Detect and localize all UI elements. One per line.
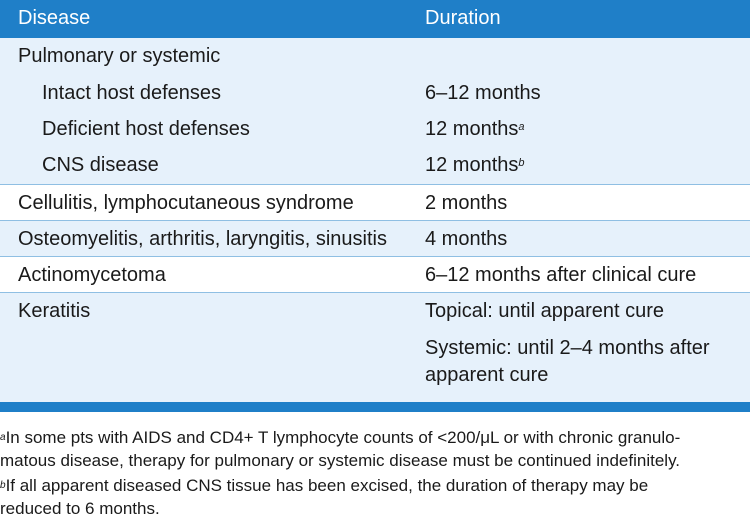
- row-osteomyelitis: Osteomyelitis, arthritis, laryngitis, si…: [0, 221, 750, 256]
- disease-deficient-host: Deficient host defenses: [42, 118, 250, 140]
- row-separator: [0, 184, 750, 185]
- duration-osteomyelitis: 4 months: [425, 228, 508, 250]
- table-header: Disease Duration: [0, 0, 750, 38]
- header-duration: Duration: [425, 7, 501, 29]
- duration-actinomycetoma: 6–12 months after clinical cure: [425, 264, 697, 286]
- duration-cellulitis: 2 months: [425, 192, 508, 214]
- footnote-mark-b: b: [518, 157, 525, 169]
- duration-intact-host: 6–12 months: [425, 82, 541, 104]
- disease-cellulitis: Cellulitis, lymphocutaneous syndrome: [18, 192, 354, 214]
- footnote-a-line1: aIn some pts with AIDS and CD4+ T lympho…: [0, 428, 681, 447]
- row-separator: [0, 220, 750, 221]
- duration-keratitis-topical: Topical: until apparent cure: [425, 300, 665, 322]
- footnote-a-line2: matous disease, therapy for pulmonary or…: [0, 451, 681, 470]
- footnote-mark-a: a: [518, 121, 525, 133]
- disease-actinomycetoma: Actinomycetoma: [18, 264, 166, 286]
- footnote-b-line1: bIf all apparent diseased CNS tissue has…: [0, 476, 649, 495]
- duration-cns: 12 monthsb: [425, 154, 525, 176]
- row-separator: [0, 292, 750, 293]
- row-keratitis: Keratitis Topical: until apparent cure S…: [0, 293, 750, 402]
- header-disease: Disease: [18, 7, 91, 29]
- duration-keratitis-systemic-line1: Systemic: until 2–4 months after: [425, 337, 710, 359]
- row-actinomycetoma: Actinomycetoma 6–12 months after clinica…: [0, 257, 750, 292]
- disease-pulmonary: Pulmonary or systemic: [18, 45, 221, 67]
- footnote-b-line2: reduced to 6 months.: [0, 499, 160, 518]
- duration-deficient-host: 12 monthsa: [425, 118, 525, 140]
- disease-keratitis: Keratitis: [18, 300, 91, 322]
- disease-cns: CNS disease: [42, 154, 159, 176]
- disease-osteomyelitis: Osteomyelitis, arthritis, laryngitis, si…: [18, 228, 387, 250]
- row-group-pulmonary: Pulmonary or systemic Intact host defens…: [0, 38, 750, 184]
- row-cellulitis: Cellulitis, lymphocutaneous syndrome 2 m…: [0, 185, 750, 220]
- footnotes: aIn some pts with AIDS and CD4+ T lympho…: [0, 412, 750, 527]
- row-separator: [0, 256, 750, 257]
- duration-keratitis-systemic-line2: apparent cure: [425, 364, 549, 386]
- disease-intact-host: Intact host defenses: [42, 82, 222, 104]
- table-bottom-rule: [0, 402, 750, 412]
